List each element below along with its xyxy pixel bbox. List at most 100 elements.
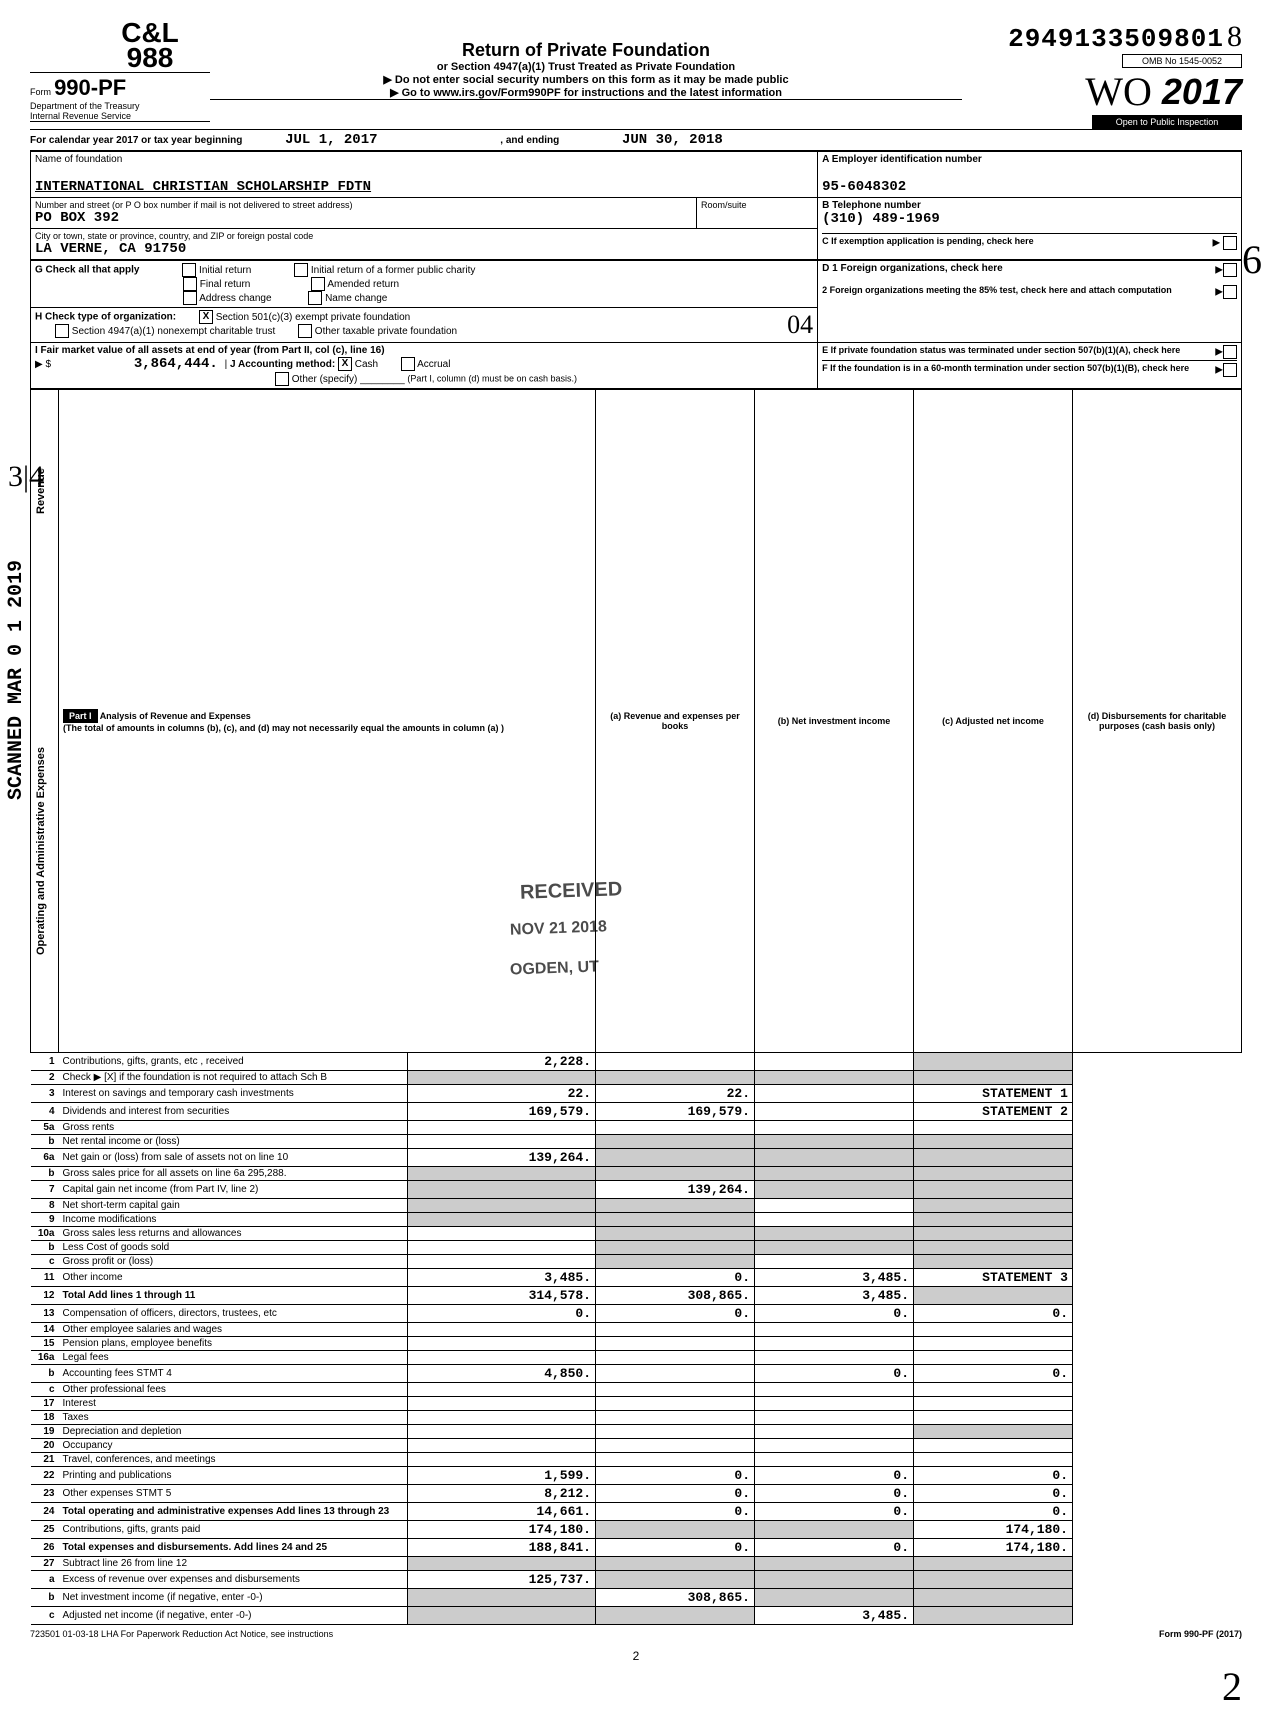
table-row: 17Interest <box>31 1397 1242 1411</box>
d2-label: 2 Foreign organizations meeting the 85% … <box>822 285 1172 295</box>
h-other-checkbox[interactable] <box>298 324 312 338</box>
j-accrual-label: Accrual <box>417 359 450 370</box>
city-value: LA VERNE, CA 91750 <box>35 241 813 257</box>
table-row: aExcess of revenue over expenses and dis… <box>31 1571 1242 1589</box>
table-row: 19Depreciation and depletion <box>31 1425 1242 1439</box>
address-label: Address change <box>199 293 271 304</box>
omb-box: OMB No 1545-0052 <box>1122 54 1242 68</box>
table-row: 15Pension plans, employee benefits <box>31 1337 1242 1351</box>
f-checkbox[interactable] <box>1223 363 1237 377</box>
hand-314: 3|4 <box>8 460 44 494</box>
d1-label: D 1 Foreign organizations, check here <box>822 263 1003 274</box>
table-row: 12Total Add lines 1 through 11314,578.30… <box>31 1287 1242 1305</box>
form-title: Return of Private Foundation <box>210 40 962 61</box>
j-label: J Accounting method: <box>230 359 335 370</box>
footer-left: 723501 01-03-18 LHA For Paperwork Reduct… <box>30 1629 333 1639</box>
hand-6: 6 <box>1242 236 1262 283</box>
end-date: JUN 30, 2018 <box>622 132 723 148</box>
phone-label: B Telephone number <box>822 200 1237 211</box>
initial-former-label: Initial return of a former public charit… <box>311 265 476 276</box>
table-row: 18Taxes <box>31 1411 1242 1425</box>
scanned-stamp: SCANNED MAR 0 1 2019 <box>5 560 28 800</box>
j-cash-checkbox[interactable]: X <box>338 357 352 371</box>
amended-checkbox[interactable] <box>311 277 325 291</box>
e-label: E If private foundation status was termi… <box>822 345 1180 355</box>
form-number: 990-PF <box>54 75 126 100</box>
table-row: 11Other income3,485.0.3,485.STATEMENT 3 <box>31 1269 1242 1287</box>
i-value: 3,864,444. <box>134 356 218 372</box>
h-501c3-label: Section 501(c)(3) exempt private foundat… <box>216 312 411 323</box>
hand-bottom: 2 <box>30 1663 1242 1710</box>
final-checkbox[interactable] <box>183 277 197 291</box>
h-other-label: Other taxable private foundation <box>315 326 457 337</box>
table-row: 14Other employee salaries and wages <box>31 1323 1242 1337</box>
cal-year-label: For calendar year 2017 or tax year begin… <box>30 135 242 146</box>
table-row: bNet investment income (if negative, ent… <box>31 1589 1242 1607</box>
table-row: 21Travel, conferences, and meetings <box>31 1453 1242 1467</box>
table-row: 26Total expenses and disbursements. Add … <box>31 1539 1242 1557</box>
subtitle-3: ▶ Go to www.irs.gov/Form990PF for instru… <box>210 86 962 100</box>
initial-former-checkbox[interactable] <box>294 263 308 277</box>
table-row: 7Capital gain net income (from Part IV, … <box>31 1181 1242 1199</box>
table-row: 8Net short-term capital gain <box>31 1199 1242 1213</box>
subtitle-2: ▶ Do not enter social security numbers o… <box>210 73 962 86</box>
table-row: cAdjusted net income (if negative, enter… <box>31 1607 1242 1625</box>
table-row: 10aGross sales less returns and allowanc… <box>31 1227 1242 1241</box>
namechange-checkbox[interactable] <box>308 291 322 305</box>
hand-page-8: 8 <box>1227 20 1242 53</box>
j-other-checkbox[interactable] <box>275 372 289 386</box>
col-a-header: (a) Revenue and expenses per books <box>596 390 755 1053</box>
part1-note: (The total of amounts in columns (b), (c… <box>63 723 504 733</box>
c-checkbox[interactable] <box>1223 236 1237 250</box>
table-row: cOther professional fees <box>31 1383 1242 1397</box>
table-row: bLess Cost of goods sold <box>31 1241 1242 1255</box>
table-row: 3Interest on savings and temporary cash … <box>31 1085 1242 1103</box>
tax-year: 2017 <box>1162 71 1242 113</box>
title-block: Return of Private Foundation or Section … <box>210 20 962 100</box>
col-b-header: (b) Net investment income <box>755 390 914 1053</box>
e-checkbox[interactable] <box>1223 345 1237 359</box>
identity-table: Name of foundation INTERNATIONAL CHRISTI… <box>30 151 1242 260</box>
j-cash-label: Cash <box>355 359 378 370</box>
h-4947-checkbox[interactable] <box>55 324 69 338</box>
table-row: 20Occupancy <box>31 1439 1242 1453</box>
table-row: 16aLegal fees <box>31 1351 1242 1365</box>
d2-checkbox[interactable] <box>1223 285 1237 299</box>
j-other-label: Other (specify) <box>292 374 358 385</box>
amended-label: Amended return <box>327 279 399 290</box>
stamp-date: NOV 21 2018 <box>510 918 608 939</box>
stamp-ogden: OGDEN, UT <box>510 958 599 979</box>
ending-label: , and ending <box>500 135 559 146</box>
dln-number: 2949133509801 <box>1008 24 1224 54</box>
h-label: H Check type of organization: <box>35 312 176 323</box>
i-label: I Fair market value of all assets at end… <box>35 345 385 356</box>
address-checkbox[interactable] <box>183 291 197 305</box>
ein-label: A Employer identification number <box>822 154 1237 165</box>
table-row: 27Subtract line 26 from line 12 <box>31 1557 1242 1571</box>
phone-value: (310) 489-1969 <box>822 211 1237 227</box>
foundation-name: INTERNATIONAL CHRISTIAN SCHOLARSHIP FDTN <box>35 179 813 195</box>
table-row: cGross profit or (loss) <box>31 1255 1242 1269</box>
j-accrual-checkbox[interactable] <box>401 357 415 371</box>
check-section: G Check all that apply Initial return In… <box>30 260 1242 389</box>
table-row: 1Contributions, gifts, grants, etc , rec… <box>31 1053 1242 1071</box>
form-header: C&L988 Form 990-PF Department of the Tre… <box>30 20 1242 129</box>
table-row: bGross sales price for all assets on lin… <box>31 1167 1242 1181</box>
g-label: G Check all that apply <box>35 265 139 276</box>
d1-checkbox[interactable] <box>1223 263 1237 277</box>
namechange-label: Name change <box>325 293 387 304</box>
expenses-label: Operating and Administrative Expenses <box>35 651 47 1051</box>
irs-label: Internal Revenue Service <box>30 111 210 122</box>
table-row: 22Printing and publications1,599.0.0.0. <box>31 1467 1242 1485</box>
subtitle-1: or Section 4947(a)(1) Trust Treated as P… <box>210 61 962 73</box>
f-label: F If the foundation is in a 60-month ter… <box>822 363 1189 373</box>
table-row: bAccounting fees STMT 44,850.0.0. <box>31 1365 1242 1383</box>
h-501c3-checkbox[interactable]: X <box>199 310 213 324</box>
form-prefix: Form <box>30 87 51 97</box>
col-d-header: (d) Disbursements for charitable purpose… <box>1073 390 1242 1053</box>
logo: C&L988 <box>90 20 210 70</box>
initial-checkbox[interactable] <box>182 263 196 277</box>
tax-year-line: For calendar year 2017 or tax year begin… <box>30 129 1242 151</box>
initial-label: Initial return <box>199 265 251 276</box>
table-row: 13Compensation of officers, directors, t… <box>31 1305 1242 1323</box>
